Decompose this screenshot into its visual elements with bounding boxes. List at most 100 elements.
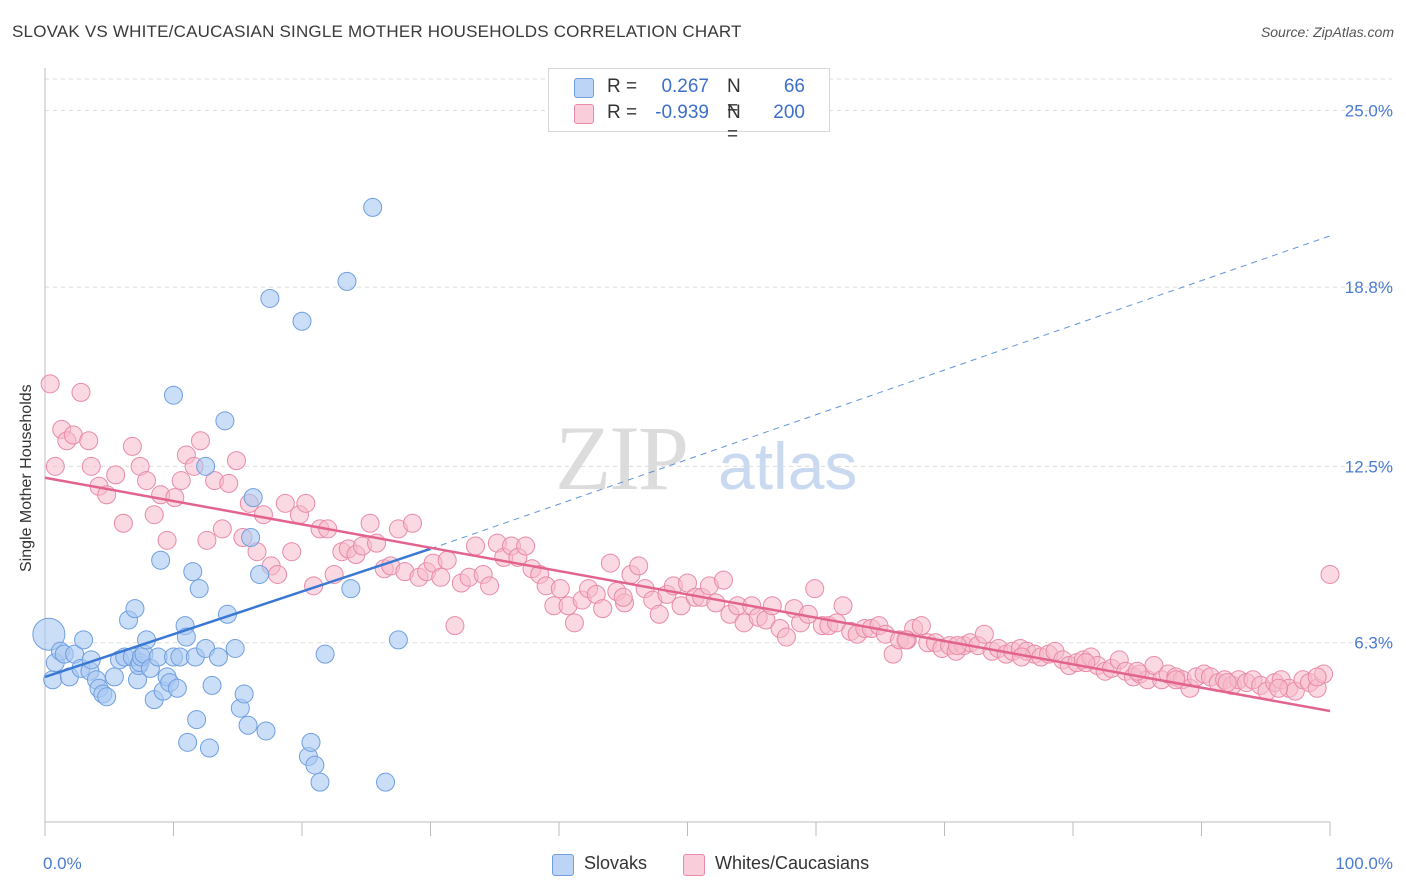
whites-point	[593, 599, 613, 619]
legend-n-label: N =	[727, 76, 741, 119]
correlation-legend: R = 0.267 N = 66 R = -0.939 N = 200	[548, 68, 830, 145]
slovaks-point	[104, 667, 124, 687]
whites-point	[1307, 667, 1327, 687]
whites-point	[197, 530, 217, 550]
whites-point	[212, 519, 232, 539]
y-tick-label: 18.8%	[1345, 278, 1393, 297]
whites-point	[564, 613, 584, 633]
whites-point	[805, 579, 825, 599]
whites-point	[974, 624, 994, 644]
whites-point	[113, 513, 133, 533]
whites-point	[190, 431, 210, 451]
whites-point	[106, 465, 126, 485]
legend-n-value: 66	[783, 76, 805, 97]
whites-point	[437, 550, 457, 570]
whites-point	[45, 456, 65, 476]
slovaks-point	[183, 562, 203, 582]
legend-n-value: 200	[773, 102, 805, 123]
whites-point	[144, 505, 164, 525]
whites-point	[171, 471, 191, 491]
slovaks-point	[32, 617, 66, 651]
bottom-legend-label-whites: Whites/Caucasians	[715, 853, 870, 873]
whites-point	[671, 596, 691, 616]
whites-point	[40, 374, 60, 394]
legend-r-label: R =	[607, 76, 638, 97]
whites-point	[296, 493, 316, 513]
slovaks-point	[234, 684, 254, 704]
whites-point	[268, 564, 288, 584]
bottom-legend-swatch-whites	[683, 854, 705, 876]
watermark-zip: ZIP	[555, 407, 689, 509]
legend-n-label: N =	[727, 102, 741, 145]
whites-point	[713, 570, 733, 590]
whites-point	[445, 616, 465, 636]
legend-r-value: -0.939	[655, 102, 709, 123]
slovaks-point	[215, 411, 235, 431]
slovaks-point	[178, 732, 198, 752]
slovaks-trend-line	[44, 547, 431, 679]
slovaks-point	[363, 197, 383, 217]
slovaks-point	[250, 564, 270, 584]
whites-point	[833, 596, 853, 616]
whites-point	[360, 513, 380, 533]
whites-point	[1269, 678, 1289, 698]
whites-point	[219, 473, 239, 493]
whites-trend-line	[44, 476, 1331, 713]
whites-point	[81, 456, 101, 476]
slovaks-point	[189, 579, 209, 599]
slovaks-point	[243, 488, 263, 508]
slovaks-point	[241, 527, 261, 547]
slovaks-point	[208, 647, 228, 667]
whites-point	[282, 542, 302, 562]
slovaks-point	[167, 678, 187, 698]
bottom-legend-swatch-slovaks	[552, 854, 574, 876]
slovaks-point	[151, 550, 171, 570]
slovaks-point	[376, 772, 396, 792]
slovaks-point	[199, 738, 219, 758]
whites-point	[1166, 670, 1186, 690]
slovaks-point	[292, 311, 312, 331]
slovaks-point	[310, 772, 330, 792]
legend-r-value: 0.267	[661, 76, 709, 97]
slovaks-point	[74, 630, 94, 650]
slovaks-point	[187, 710, 207, 730]
whites-point	[465, 536, 485, 556]
whites-point	[137, 471, 157, 491]
whites-point	[79, 431, 99, 451]
whites-point	[550, 579, 570, 599]
y-tick-label: 12.5%	[1345, 457, 1393, 476]
slovaks-point	[305, 755, 325, 775]
slovaks-point	[256, 721, 276, 741]
whites-point	[1217, 673, 1237, 693]
whites-point	[1320, 564, 1340, 584]
whites-point	[600, 553, 620, 573]
slovaks-point	[315, 644, 335, 664]
source-credit: Source: ZipAtlas.com	[1260, 24, 1394, 40]
whites-point	[165, 488, 185, 508]
slovaks-point	[225, 638, 245, 658]
whites-point	[275, 493, 295, 513]
legend-r-label: R =	[607, 102, 638, 123]
slovaks-point	[260, 288, 280, 308]
whites-point	[403, 513, 423, 533]
whites-point	[629, 556, 649, 576]
slovaks-point	[341, 579, 361, 599]
slovaks-point	[238, 715, 258, 735]
legend-swatch-slovaks	[574, 78, 594, 98]
whites-point	[226, 451, 246, 471]
slovaks-point	[337, 271, 357, 291]
y-tick-label: 25.0%	[1345, 102, 1393, 121]
whites-point	[480, 576, 500, 596]
bottom-legend-label-slovaks: Slovaks	[584, 853, 648, 873]
slovaks-point	[388, 630, 408, 650]
y-tick-label: 6.3%	[1354, 634, 1393, 653]
chart-title: SLOVAK VS WHITE/CAUCASIAN SINGLE MOTHER …	[12, 22, 742, 41]
y-axis-label: Single Mother Households	[18, 384, 35, 572]
slovaks-point	[301, 732, 321, 752]
slovaks-point	[164, 385, 183, 405]
whites-point	[649, 604, 669, 624]
whites-point	[613, 587, 633, 607]
whites-point	[776, 627, 796, 647]
whites-point	[157, 530, 177, 550]
